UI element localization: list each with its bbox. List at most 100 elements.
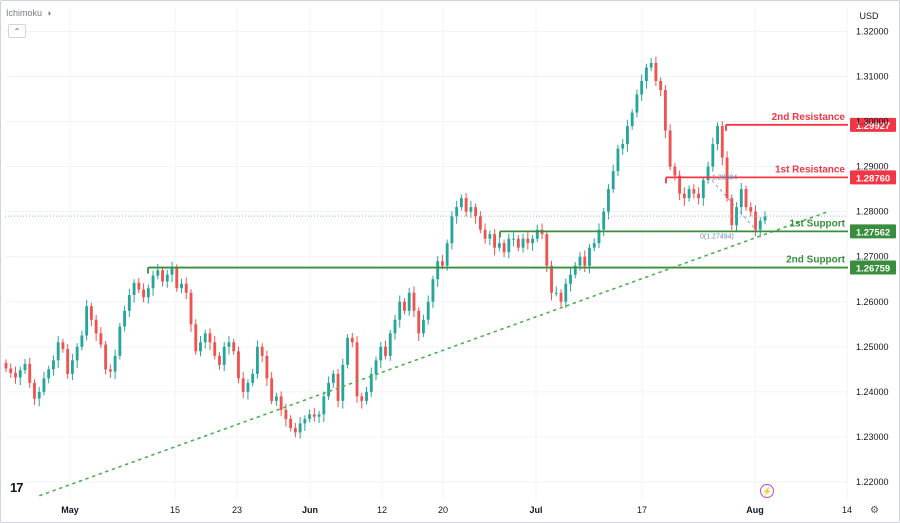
candle: [678, 170, 682, 200]
candle: [232, 338, 236, 355]
candle: [255, 340, 259, 379]
candle: [222, 341, 226, 372]
y-tick-label: 1.23000: [856, 432, 889, 442]
candle-body: [270, 378, 274, 401]
candle: [194, 319, 198, 355]
candle: [749, 202, 753, 217]
candle: [137, 277, 141, 294]
currency-select[interactable]: USD: [859, 11, 879, 21]
candle-body: [393, 319, 397, 334]
candle: [388, 329, 392, 361]
trend-line: [39, 210, 829, 497]
candle: [564, 278, 568, 309]
candle: [113, 349, 117, 380]
candle: [687, 185, 691, 202]
candle-body: [284, 409, 288, 419]
x-tick-label: 23: [232, 505, 242, 515]
candle-body: [42, 378, 46, 392]
candle: [156, 263, 160, 280]
x-tick-label: 20: [438, 505, 448, 515]
candle-body: [170, 267, 174, 275]
candle-body: [441, 261, 444, 266]
candle-body: [213, 342, 217, 356]
candle-body: [403, 301, 406, 311]
candle-body: [521, 238, 525, 248]
candle: [61, 338, 65, 353]
candle: [80, 330, 84, 351]
candle: [350, 332, 354, 348]
resistance-level: 1st Resistance 1.28760: [665, 164, 896, 185]
candle-body: [384, 346, 387, 356]
candle: [735, 202, 738, 232]
candle-body: [180, 283, 183, 289]
candle-body: [14, 372, 17, 378]
candle: [474, 203, 478, 224]
candle: [37, 386, 41, 407]
candle-body: [85, 306, 89, 336]
candle-body: [592, 243, 596, 248]
candle: [588, 244, 591, 274]
candle: [85, 299, 89, 341]
candle: [312, 408, 316, 422]
candle: [99, 326, 103, 349]
candle-body: [142, 289, 145, 298]
candle: [758, 217, 762, 238]
candle-body: [659, 80, 663, 90]
candle-body: [483, 229, 487, 239]
lightning-icon[interactable]: ⚡: [760, 484, 774, 498]
indicator-legend[interactable]: Ichimoku ◑: [6, 8, 51, 18]
candle-body: [573, 265, 577, 275]
candle-body: [431, 279, 435, 302]
candle-body: [668, 130, 672, 167]
candle-body: [554, 292, 558, 294]
candle: [630, 108, 634, 130]
candle-body: [4, 363, 8, 369]
candle: [213, 336, 217, 360]
collapse-chevron-icon[interactable]: ⌃: [8, 24, 26, 38]
candle-body: [445, 243, 449, 266]
candle: [663, 85, 667, 139]
candle: [412, 286, 416, 318]
candle-body: [450, 216, 454, 244]
candle-body: [635, 94, 639, 113]
candle-body: [497, 243, 501, 248]
candle: [218, 352, 221, 370]
candle-body: [232, 342, 236, 352]
candle: [308, 409, 312, 423]
candle-body: [322, 396, 326, 415]
candle-body: [531, 238, 534, 244]
candle-body: [113, 355, 117, 372]
candle-body: [89, 306, 93, 320]
candle: [70, 354, 74, 381]
candle-body: [644, 67, 648, 81]
candle-body: [199, 342, 202, 352]
candle: [682, 187, 686, 206]
x-tick-label: 12: [377, 505, 387, 515]
candle-body: [716, 126, 719, 145]
candle-body: [61, 342, 65, 350]
candle: [573, 262, 577, 279]
candle: [569, 268, 572, 292]
candle-body: [123, 310, 127, 327]
candle: [445, 239, 449, 271]
candle-body: [218, 355, 221, 365]
candle-body: [455, 207, 459, 217]
x-tick-label: 14: [842, 505, 852, 515]
candle: [199, 336, 202, 357]
candle: [66, 344, 70, 379]
eye-off-icon[interactable]: ◑: [46, 8, 52, 18]
candle: [327, 376, 330, 400]
candle-body: [222, 346, 226, 365]
level-label: 2nd Support: [786, 255, 846, 266]
candle-body: [227, 342, 231, 347]
candle-body: [365, 391, 368, 401]
price-tag: [850, 170, 896, 185]
candle-body: [37, 391, 41, 399]
y-tick-label: 1.25000: [856, 342, 889, 352]
candle-body: [583, 256, 587, 266]
candle: [607, 184, 610, 220]
gear-icon[interactable]: ⚙: [870, 505, 879, 516]
candle-body: [374, 360, 378, 374]
candle: [33, 379, 36, 405]
